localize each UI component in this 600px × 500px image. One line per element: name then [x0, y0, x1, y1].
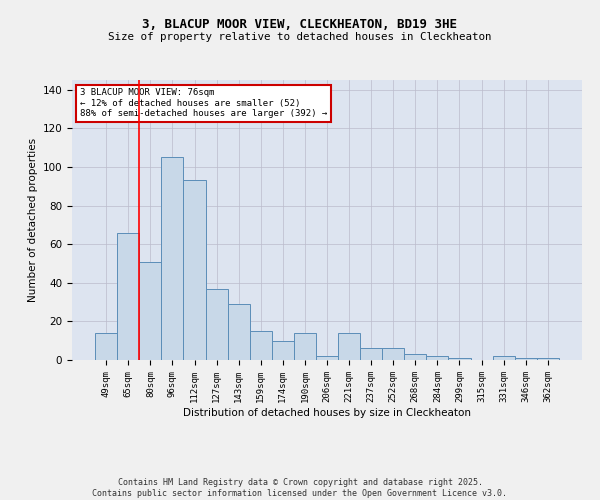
Bar: [360, 348, 382, 360]
Bar: [139, 262, 161, 360]
Bar: [338, 333, 360, 360]
Text: Contains HM Land Registry data © Crown copyright and database right 2025.
Contai: Contains HM Land Registry data © Crown c…: [92, 478, 508, 498]
Bar: [184, 180, 206, 360]
Text: 3 BLACUP MOOR VIEW: 76sqm
← 12% of detached houses are smaller (52)
88% of semi-: 3 BLACUP MOOR VIEW: 76sqm ← 12% of detac…: [80, 88, 327, 118]
X-axis label: Distribution of detached houses by size in Cleckheaton: Distribution of detached houses by size …: [183, 408, 471, 418]
Text: 3, BLACUP MOOR VIEW, CLECKHEATON, BD19 3HE: 3, BLACUP MOOR VIEW, CLECKHEATON, BD19 3…: [143, 18, 458, 30]
Bar: [95, 333, 117, 360]
Bar: [515, 358, 537, 360]
Y-axis label: Number of detached properties: Number of detached properties: [28, 138, 38, 302]
Bar: [316, 356, 338, 360]
Bar: [448, 358, 470, 360]
Bar: [227, 304, 250, 360]
Bar: [206, 288, 227, 360]
Bar: [427, 356, 448, 360]
Bar: [294, 333, 316, 360]
Bar: [161, 157, 184, 360]
Bar: [272, 340, 294, 360]
Bar: [537, 358, 559, 360]
Bar: [493, 356, 515, 360]
Bar: [404, 354, 427, 360]
Text: Size of property relative to detached houses in Cleckheaton: Size of property relative to detached ho…: [108, 32, 492, 42]
Bar: [382, 348, 404, 360]
Bar: [117, 232, 139, 360]
Bar: [250, 331, 272, 360]
